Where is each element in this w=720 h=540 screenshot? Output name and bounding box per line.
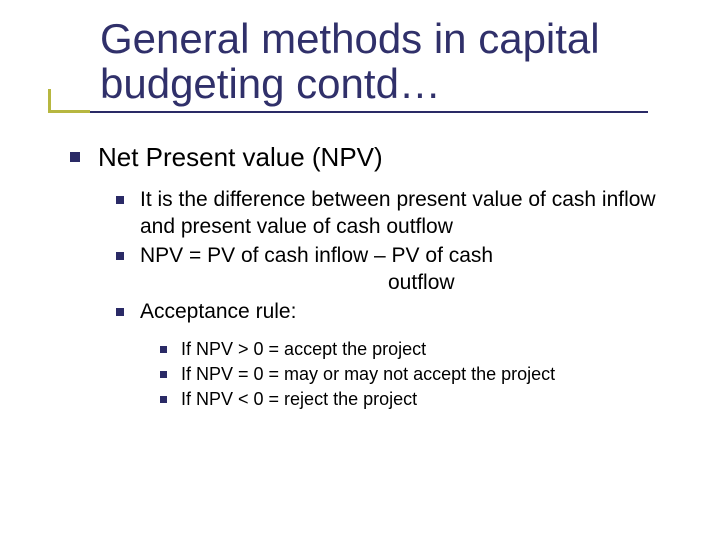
lvl2-text: Acceptance rule: (140, 299, 296, 326)
formula-line1: NPV = PV of cash inflow – PV of cash (140, 244, 493, 267)
square-bullet-icon (116, 308, 124, 316)
title-accent-corner (48, 89, 90, 113)
lvl3-text: If NPV > 0 = accept the project (181, 338, 426, 361)
square-bullet-icon (116, 252, 124, 260)
title-underline (48, 111, 648, 113)
lvl3-list: If NPV > 0 = accept the project If NPV =… (116, 328, 672, 412)
bullet-lvl2: Acceptance rule: (116, 299, 672, 326)
square-bullet-icon (160, 346, 167, 353)
lvl2-list: It is the difference between present val… (70, 173, 672, 412)
lvl2-text: NPV = PV of cash inflow – PV of cash out… (140, 243, 493, 297)
square-bullet-icon (160, 371, 167, 378)
lvl2-text: It is the difference between present val… (140, 187, 672, 241)
square-bullet-icon (116, 196, 124, 204)
bullet-lvl1: Net Present value (NPV) It is the differ… (70, 141, 672, 412)
slide-title: General methods in capital budgeting con… (100, 16, 672, 107)
bullet-lvl3: If NPV = 0 = may or may not accept the p… (160, 363, 672, 386)
lvl1-heading: Net Present value (NPV) (98, 141, 383, 174)
bullet-lvl3: If NPV > 0 = accept the project (160, 338, 672, 361)
title-block: General methods in capital budgeting con… (48, 16, 672, 115)
bullet-lvl2: It is the difference between present val… (116, 187, 672, 241)
lvl3-text: If NPV = 0 = may or may not accept the p… (181, 363, 555, 386)
square-bullet-icon (70, 152, 80, 162)
bullet-lvl3: If NPV < 0 = reject the project (160, 388, 672, 411)
bullet-lvl2: NPV = PV of cash inflow – PV of cash out… (116, 243, 672, 297)
lvl3-text: If NPV < 0 = reject the project (181, 388, 417, 411)
formula-line2: outflow (140, 270, 493, 297)
content-area: Net Present value (NPV) It is the differ… (48, 115, 672, 412)
square-bullet-icon (160, 396, 167, 403)
slide: General methods in capital budgeting con… (0, 0, 720, 540)
